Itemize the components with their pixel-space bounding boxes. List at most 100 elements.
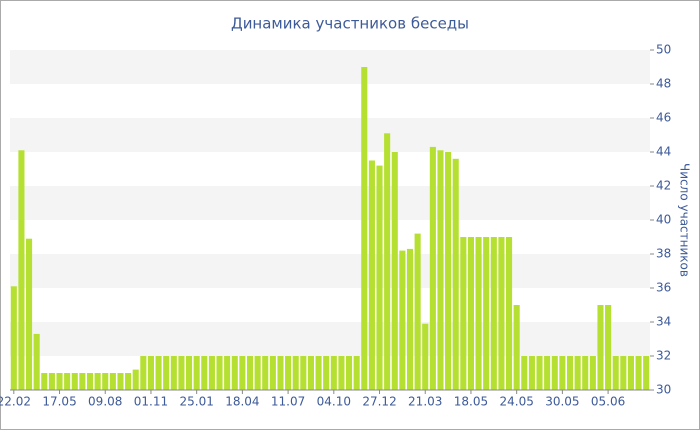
bar bbox=[574, 356, 581, 390]
bar bbox=[399, 250, 406, 390]
bar bbox=[414, 233, 421, 390]
bar bbox=[620, 356, 627, 390]
x-tick-label: 11.07 bbox=[271, 395, 305, 409]
x-tick-label: 18.05 bbox=[454, 395, 488, 409]
bar bbox=[483, 237, 490, 390]
bar bbox=[361, 67, 368, 390]
bar bbox=[346, 356, 353, 390]
bar bbox=[627, 356, 634, 390]
bar bbox=[33, 333, 40, 390]
bar bbox=[262, 356, 269, 390]
bar bbox=[186, 356, 193, 390]
bar bbox=[79, 373, 86, 390]
bar bbox=[536, 356, 543, 390]
bar bbox=[64, 373, 71, 390]
y-tick-label: 40 bbox=[656, 213, 671, 227]
x-tick-label: 09.08 bbox=[88, 395, 122, 409]
bar bbox=[292, 356, 299, 390]
bar bbox=[406, 248, 414, 390]
bar bbox=[41, 373, 48, 390]
bar bbox=[391, 152, 398, 390]
x-tick-label: 22.02 bbox=[0, 395, 31, 409]
y-tick-label: 30 bbox=[656, 383, 671, 397]
bar bbox=[605, 305, 612, 390]
bar bbox=[170, 356, 177, 390]
bar bbox=[589, 356, 596, 390]
bar bbox=[94, 373, 101, 390]
bar bbox=[102, 373, 109, 390]
bar bbox=[285, 356, 292, 390]
bar bbox=[140, 356, 147, 390]
bar bbox=[506, 237, 513, 390]
bar bbox=[429, 146, 436, 390]
bar bbox=[208, 356, 215, 390]
bar bbox=[147, 356, 154, 390]
bar bbox=[201, 356, 208, 390]
bar bbox=[246, 356, 254, 390]
bar bbox=[422, 323, 429, 390]
grid-band bbox=[10, 254, 650, 288]
bar bbox=[71, 373, 78, 390]
bar bbox=[330, 356, 337, 390]
grid-band bbox=[10, 118, 650, 152]
bar bbox=[597, 305, 604, 390]
y-tick-label: 50 bbox=[656, 43, 671, 57]
grid-band bbox=[10, 322, 650, 356]
y-tick-label: 42 bbox=[656, 179, 671, 193]
bar bbox=[551, 356, 558, 390]
bar bbox=[26, 238, 33, 390]
x-tick-label: 21.03 bbox=[408, 395, 442, 409]
x-tick-label: 27.12 bbox=[362, 395, 396, 409]
x-tick-label: 05.06 bbox=[591, 395, 625, 409]
grid-band bbox=[10, 50, 650, 84]
bar bbox=[125, 373, 132, 390]
bar bbox=[86, 373, 94, 390]
bar bbox=[18, 150, 25, 390]
y-tick-label: 44 bbox=[656, 145, 671, 159]
bar bbox=[498, 237, 505, 390]
bar bbox=[460, 237, 467, 390]
bar bbox=[10, 286, 17, 390]
bar bbox=[467, 237, 474, 390]
bar bbox=[544, 356, 551, 390]
bar bbox=[155, 356, 162, 390]
bar bbox=[109, 373, 116, 390]
y-tick-label: 46 bbox=[656, 111, 671, 125]
bar bbox=[269, 356, 276, 390]
bar bbox=[315, 356, 322, 390]
bar bbox=[323, 356, 330, 390]
x-tick-label: 04.10 bbox=[317, 395, 351, 409]
bar bbox=[643, 356, 650, 390]
bar bbox=[475, 237, 482, 390]
bar bbox=[490, 237, 497, 390]
bar bbox=[353, 356, 360, 390]
bar bbox=[224, 356, 231, 390]
bar bbox=[528, 356, 535, 390]
grid-band bbox=[10, 186, 650, 220]
bar bbox=[300, 356, 307, 390]
bar bbox=[193, 356, 200, 390]
bar bbox=[163, 356, 170, 390]
bar bbox=[338, 356, 345, 390]
x-tick-label: 25.01 bbox=[179, 395, 213, 409]
bar bbox=[48, 373, 55, 390]
bar bbox=[117, 373, 124, 390]
bar bbox=[254, 356, 261, 390]
bar bbox=[559, 356, 566, 390]
bar bbox=[216, 356, 223, 390]
bar bbox=[376, 165, 383, 390]
bar bbox=[582, 356, 589, 390]
bar bbox=[635, 356, 642, 390]
bar bbox=[445, 152, 452, 390]
y-axis-label: Число участников bbox=[678, 163, 692, 277]
bar bbox=[132, 369, 139, 390]
y-tick-label: 32 bbox=[656, 349, 671, 363]
y-tick-label: 38 bbox=[656, 247, 671, 261]
bar bbox=[307, 356, 314, 390]
bar bbox=[521, 356, 528, 390]
bar bbox=[566, 356, 574, 390]
bar bbox=[384, 133, 391, 391]
y-tick-label: 48 bbox=[656, 77, 671, 91]
y-tick-label: 36 bbox=[656, 281, 671, 295]
